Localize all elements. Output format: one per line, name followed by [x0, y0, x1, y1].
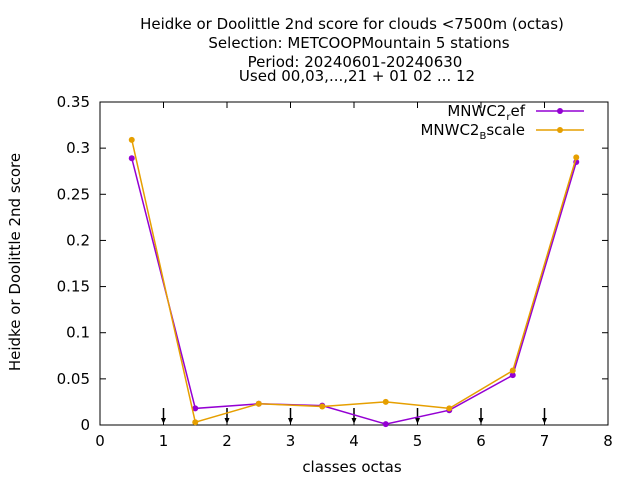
data-point	[509, 372, 516, 379]
x-tick-label: 8	[603, 432, 613, 450]
x-axis-label: classes octas	[302, 458, 402, 476]
data-point	[192, 405, 199, 412]
data-point	[128, 155, 135, 162]
x-tick-label: 0	[95, 432, 105, 450]
y-tick-label: 0.15	[57, 278, 90, 296]
plot-frame	[99, 101, 609, 426]
x-tick-label: 7	[540, 432, 550, 450]
data-point	[382, 421, 389, 428]
data-point	[319, 403, 326, 410]
y-tick-label: 0.35	[57, 93, 90, 111]
data-point	[192, 419, 199, 426]
class-boundary-arrowhead	[351, 418, 357, 424]
legend-marker-1	[557, 108, 563, 114]
x-tick-label: 3	[286, 432, 296, 450]
class-boundary-arrowhead	[161, 418, 166, 424]
class-boundary-arrowhead	[542, 418, 547, 424]
y-tick-label: 0.2	[66, 231, 90, 249]
series-line-1	[131, 158, 578, 425]
y-axis-label: Heidke or Doolittle 2nd score	[6, 153, 24, 371]
plot-area: 0 0.05 0.1 0.15 0.2 0.25 0.3 0.35 0 1 2 3 4 5 6 7 8 MNWC2…	[57, 93, 613, 450]
data-point	[255, 400, 262, 407]
x-tick-label: 2	[222, 432, 232, 450]
class-boundary-arrowhead	[415, 418, 420, 424]
y-tick-label: 0.25	[57, 185, 90, 203]
y-tick-label: 0.3	[66, 139, 90, 157]
title-line-1: Heidke or Doolittle 2nd score for clouds…	[140, 15, 564, 33]
data-point	[382, 398, 389, 405]
x-tick-label: 5	[413, 432, 423, 450]
data-point	[509, 367, 516, 374]
y-tick-label: 0.05	[57, 370, 90, 388]
series-line-2	[131, 139, 578, 424]
x-tick-label: 1	[159, 432, 169, 450]
data-point	[128, 136, 135, 143]
title-line-4: Used 00,03,...,21 + 01 02 ... 12	[239, 67, 475, 85]
title-line-2: Selection: METCOOPMountain 5 stations	[208, 34, 509, 52]
legend-marker-2	[557, 127, 563, 133]
class-boundary-arrowhead	[478, 418, 484, 424]
title-line-3: Period: 20240601-20240630	[248, 53, 463, 71]
legend-label-2: MNWC2Bscale	[420, 121, 525, 142]
data-point	[446, 405, 453, 412]
x-tick-label: 4	[349, 432, 359, 450]
y-tick-label: 0.1	[66, 324, 90, 342]
x-tick-label: 6	[476, 432, 486, 450]
y-tick-label: 0	[80, 416, 90, 434]
chart-title: Heidke or Doolittle 2nd score for clouds…	[140, 15, 564, 85]
class-boundary-arrowhead	[224, 418, 230, 424]
class-boundary-arrowhead	[288, 418, 293, 424]
data-point	[573, 154, 580, 161]
legend-label-1: MNWC2ref	[447, 102, 525, 123]
